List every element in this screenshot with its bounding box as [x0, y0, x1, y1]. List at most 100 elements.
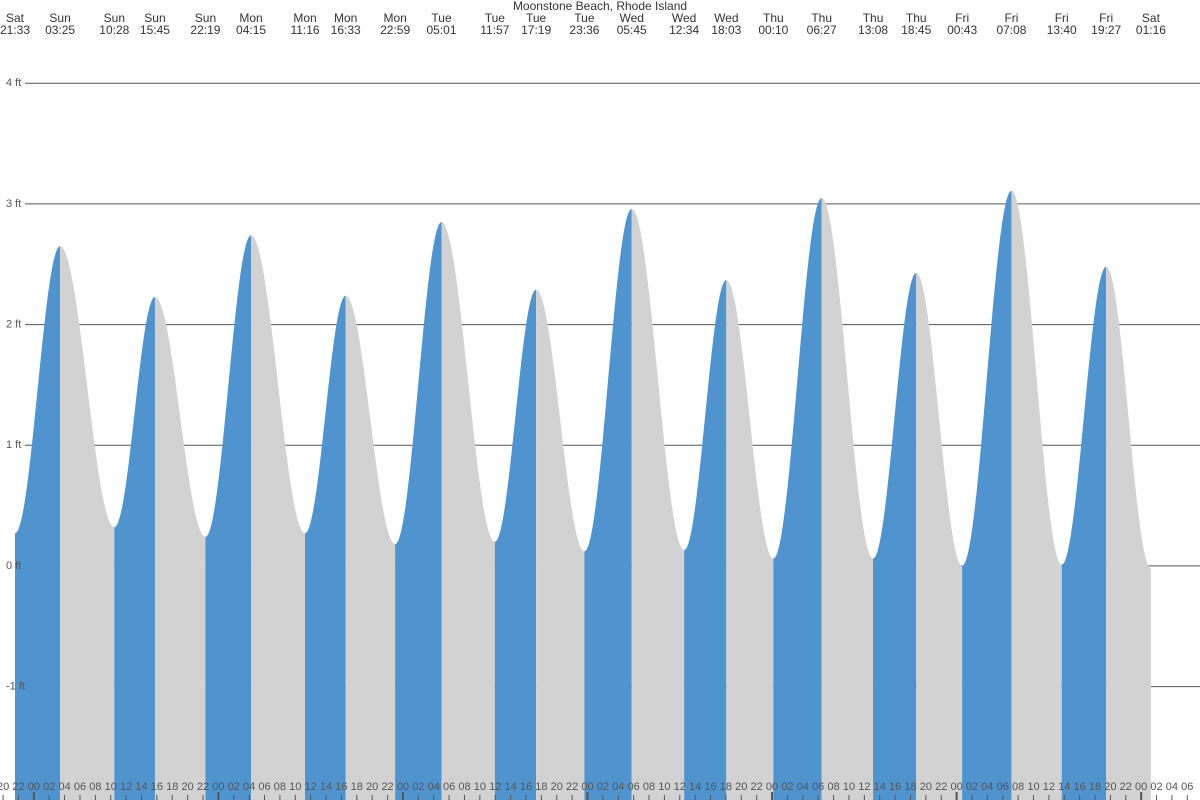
event-day: Sun: [49, 11, 70, 25]
event-time: 00:43: [947, 23, 977, 37]
x-tick-label: 00: [397, 781, 409, 793]
x-tick-label: 04: [1166, 781, 1178, 793]
event-time: 04:15: [236, 23, 266, 37]
x-tick-label: 18: [904, 781, 916, 793]
x-tick-label: 06: [997, 781, 1009, 793]
x-tick-label: 00: [212, 781, 224, 793]
x-tick-label: 22: [1120, 781, 1132, 793]
x-tick-label: 22: [566, 781, 578, 793]
event-day: Tue: [431, 11, 452, 25]
x-tick-label: 10: [474, 781, 486, 793]
x-tick-label: 12: [489, 781, 501, 793]
event-time: 03:25: [45, 23, 75, 37]
x-tick-label: 04: [981, 781, 993, 793]
rising-tide: [873, 272, 917, 800]
x-tick-label: 06: [812, 781, 824, 793]
y-tick-label: -1 ft: [6, 680, 25, 692]
event-day: Fri: [1099, 11, 1113, 25]
x-tick-label: 08: [89, 781, 101, 793]
x-tick-label: 02: [1150, 781, 1162, 793]
event-day: Tue: [526, 11, 547, 25]
x-tick-label: 18: [535, 781, 547, 793]
x-tick-label: 00: [766, 781, 778, 793]
y-tick-label: 2 ft: [6, 318, 21, 330]
falling-tide: [60, 246, 115, 800]
x-tick-label: 10: [105, 781, 117, 793]
event-time: 01:16: [1136, 23, 1166, 37]
event-time: 10:28: [99, 23, 129, 37]
rising-tide: [114, 296, 155, 800]
event-time: 18:45: [901, 23, 931, 37]
falling-tide: [726, 279, 774, 800]
event-day: Sat: [6, 11, 25, 25]
event-day: Wed: [672, 11, 696, 25]
x-tick-label: 16: [1074, 781, 1086, 793]
event-time: 00:10: [758, 23, 788, 37]
falling-tide: [821, 197, 874, 800]
falling-tide: [1011, 190, 1062, 800]
x-tick-label: 06: [258, 781, 270, 793]
event-day: Fri: [1055, 11, 1069, 25]
x-tick-label: 06: [443, 781, 455, 793]
event-day: Sat: [1142, 11, 1161, 25]
event-day: Wed: [619, 11, 643, 25]
x-tick-label: 18: [1089, 781, 1101, 793]
rising-tide: [962, 190, 1012, 800]
rising-tide: [773, 197, 822, 800]
rising-tide: [395, 222, 442, 800]
x-tick-label: 02: [781, 781, 793, 793]
event-day: Sun: [104, 11, 125, 25]
falling-tide: [631, 208, 685, 800]
event-day: Wed: [714, 11, 738, 25]
falling-tide: [441, 222, 495, 800]
x-tick-label: 16: [151, 781, 163, 793]
falling-tide: [345, 295, 396, 800]
x-tick-label: 04: [243, 781, 255, 793]
event-day: Fri: [1004, 11, 1018, 25]
x-tick-label: 12: [120, 781, 132, 793]
falling-tide: [536, 289, 585, 800]
x-tick-label: 22: [381, 781, 393, 793]
event-day: Thu: [906, 11, 927, 25]
chart-title: Moonstone Beach, Rhode Island: [513, 0, 687, 13]
y-tick-label: 0 ft: [6, 560, 21, 572]
event-day: Sun: [195, 11, 216, 25]
x-tick-label: 20: [182, 781, 194, 793]
falling-tide: [916, 272, 963, 800]
event-time: 05:45: [617, 23, 647, 37]
y-tick-label: 4 ft: [6, 77, 21, 89]
x-tick-label: 04: [612, 781, 624, 793]
event-day: Thu: [763, 11, 784, 25]
y-tick-label: 1 ft: [6, 439, 21, 451]
event-time: 18:03: [711, 23, 741, 37]
event-time: 13:40: [1047, 23, 1077, 37]
x-tick-label: 02: [597, 781, 609, 793]
x-tick-label: 20: [551, 781, 563, 793]
x-tick-label: 22: [935, 781, 947, 793]
x-tick-label: 00: [28, 781, 40, 793]
event-time: 17:19: [521, 23, 551, 37]
x-tick-label: 12: [674, 781, 686, 793]
x-tick-label: 20: [920, 781, 932, 793]
rising-tide: [14, 246, 61, 800]
x-tick-label: 18: [720, 781, 732, 793]
event-time: 19:27: [1091, 23, 1121, 37]
x-tick-label: 18: [351, 781, 363, 793]
event-time: 16:33: [331, 23, 361, 37]
event-time: 11:57: [480, 23, 509, 37]
x-tick-label: 12: [305, 781, 317, 793]
event-day: Mon: [383, 11, 406, 25]
x-tick-label: 08: [458, 781, 470, 793]
event-time: 07:08: [996, 23, 1026, 37]
x-tick-label: 14: [1058, 781, 1070, 793]
rising-tide: [1061, 266, 1107, 800]
y-tick-label: 3 ft: [6, 198, 21, 210]
event-day: Thu: [811, 11, 832, 25]
x-tick-label: 22: [751, 781, 763, 793]
event-time: 06:27: [807, 23, 837, 37]
event-day: Mon: [239, 11, 262, 25]
event-day: Mon: [334, 11, 357, 25]
x-tick-label: 14: [689, 781, 701, 793]
x-tick-label: 18: [166, 781, 178, 793]
event-day: Mon: [293, 11, 316, 25]
